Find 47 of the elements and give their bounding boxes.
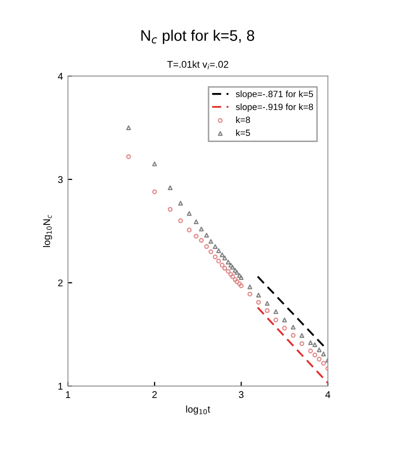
point xyxy=(232,268,238,273)
y-tick-label: 1 xyxy=(58,382,63,390)
point xyxy=(198,226,204,232)
point xyxy=(186,211,192,216)
point xyxy=(247,284,252,290)
x-tick-label: 1 xyxy=(66,391,70,398)
y-tick-label: 3 xyxy=(58,176,63,184)
point xyxy=(237,273,242,278)
point xyxy=(216,248,222,254)
point xyxy=(220,252,225,258)
point xyxy=(208,239,214,244)
legend-label: k=5 xyxy=(236,129,250,136)
point xyxy=(316,347,322,352)
point xyxy=(194,219,199,224)
y-axis-title: log$_{10}$N$_{c}$ xyxy=(42,214,52,247)
point xyxy=(212,244,218,249)
legend-label: slope=-.871 for k=5 xyxy=(236,90,314,99)
point xyxy=(299,333,304,338)
x-tick-label: 3 xyxy=(238,391,244,398)
point xyxy=(230,264,235,270)
point xyxy=(168,185,173,190)
point xyxy=(226,260,231,264)
point xyxy=(321,352,326,356)
x-tick-label: 2 xyxy=(152,391,157,398)
point xyxy=(228,262,234,268)
point xyxy=(238,275,244,280)
y-tick-label: 4 xyxy=(58,72,63,80)
x-tick-label: 4 xyxy=(325,391,330,398)
legend-label: slope=-.919 for k=8 xyxy=(236,103,314,112)
point xyxy=(256,292,261,298)
y-tick-label: 2 xyxy=(58,279,63,286)
chart-title: N$_{c}$ plot for k=5, 8 xyxy=(141,30,254,44)
point xyxy=(282,318,287,322)
legend-label: k=8 xyxy=(236,116,250,124)
point xyxy=(234,270,240,275)
point xyxy=(204,232,209,238)
x-axis-title: log$_{10}$t xyxy=(186,406,210,415)
point xyxy=(312,342,318,348)
point xyxy=(222,256,228,260)
chart-subtitle: T=.01kt v$_{i}$=.02 xyxy=(167,60,228,70)
point xyxy=(152,162,157,166)
point xyxy=(273,309,278,314)
point xyxy=(126,125,131,130)
point xyxy=(264,301,270,306)
point xyxy=(308,340,313,346)
point xyxy=(178,200,183,206)
point xyxy=(290,324,296,330)
